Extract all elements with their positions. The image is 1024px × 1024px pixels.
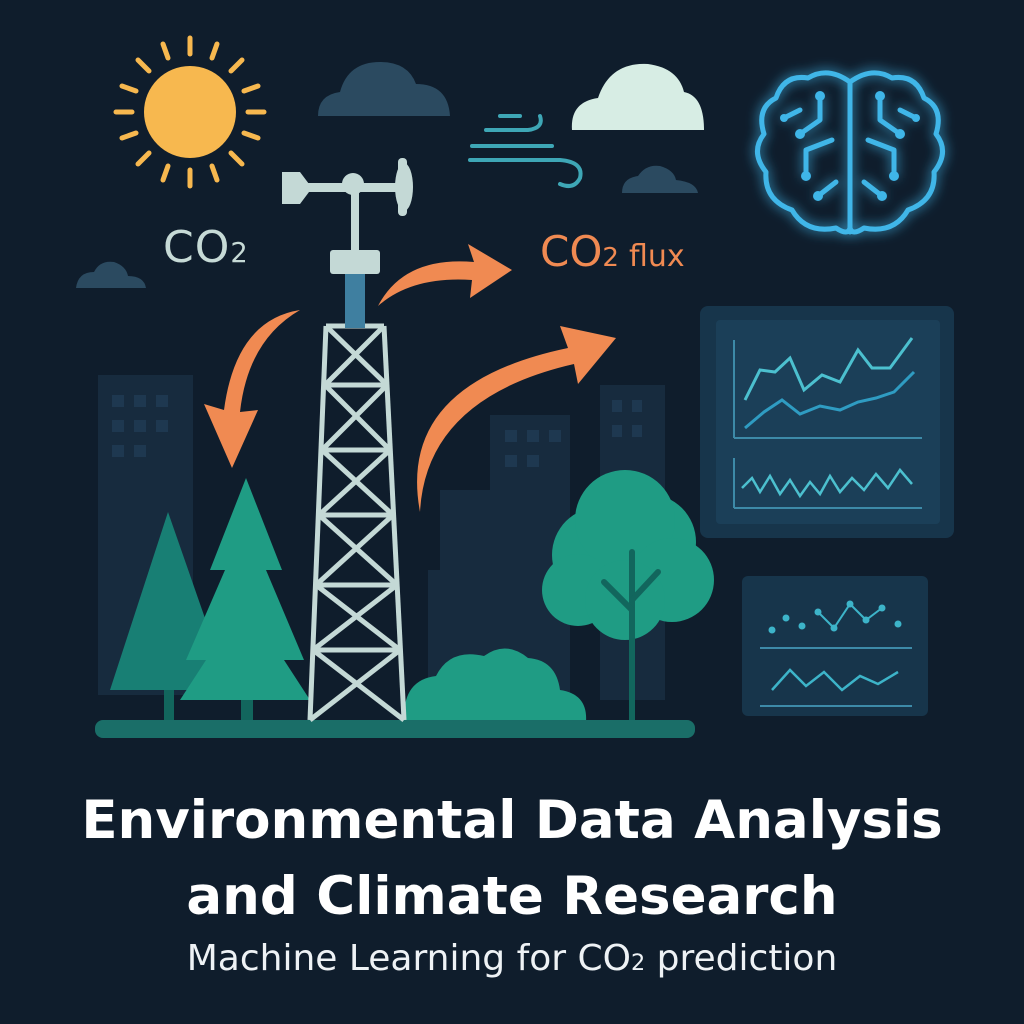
co2-flux-label-word: flux xyxy=(628,239,685,274)
chart-panel-icon xyxy=(700,306,954,716)
co2-flux-label-subscript: 2 xyxy=(602,243,619,273)
page-title: Environmental Data Analysis and Climate … xyxy=(0,783,1024,935)
arrow-up-right-small xyxy=(378,244,512,306)
wind-icon xyxy=(468,114,583,188)
brain-icon xyxy=(755,70,945,235)
co2-label-subscript: 2 xyxy=(230,238,249,269)
co2-flux-label: CO2 flux xyxy=(540,227,685,276)
tree-icon xyxy=(110,470,714,723)
page-subtitle: Machine Learning for CO2 prediction xyxy=(0,938,1024,979)
arrow-down-left xyxy=(204,310,300,468)
co2-label: CO2 xyxy=(163,222,249,273)
tower-icon xyxy=(282,158,413,722)
brain-nodes xyxy=(780,91,920,201)
arrow-up-right-large xyxy=(417,326,616,512)
ground-line xyxy=(95,720,695,738)
flux-arrows xyxy=(204,244,616,512)
cloud-icon xyxy=(76,62,704,288)
subtitle-prefix: Machine Learning for CO xyxy=(186,938,632,979)
sun-icon xyxy=(113,35,267,189)
title-line-1: Environmental Data Analysis xyxy=(81,790,943,851)
title-line-2: and Climate Research xyxy=(186,866,838,927)
co2-label-main: CO xyxy=(163,222,231,273)
subtitle-subscript: 2 xyxy=(631,950,646,976)
co2-flux-label-main: CO xyxy=(540,227,603,276)
building-windows xyxy=(112,395,642,467)
subtitle-suffix: prediction xyxy=(645,938,838,979)
